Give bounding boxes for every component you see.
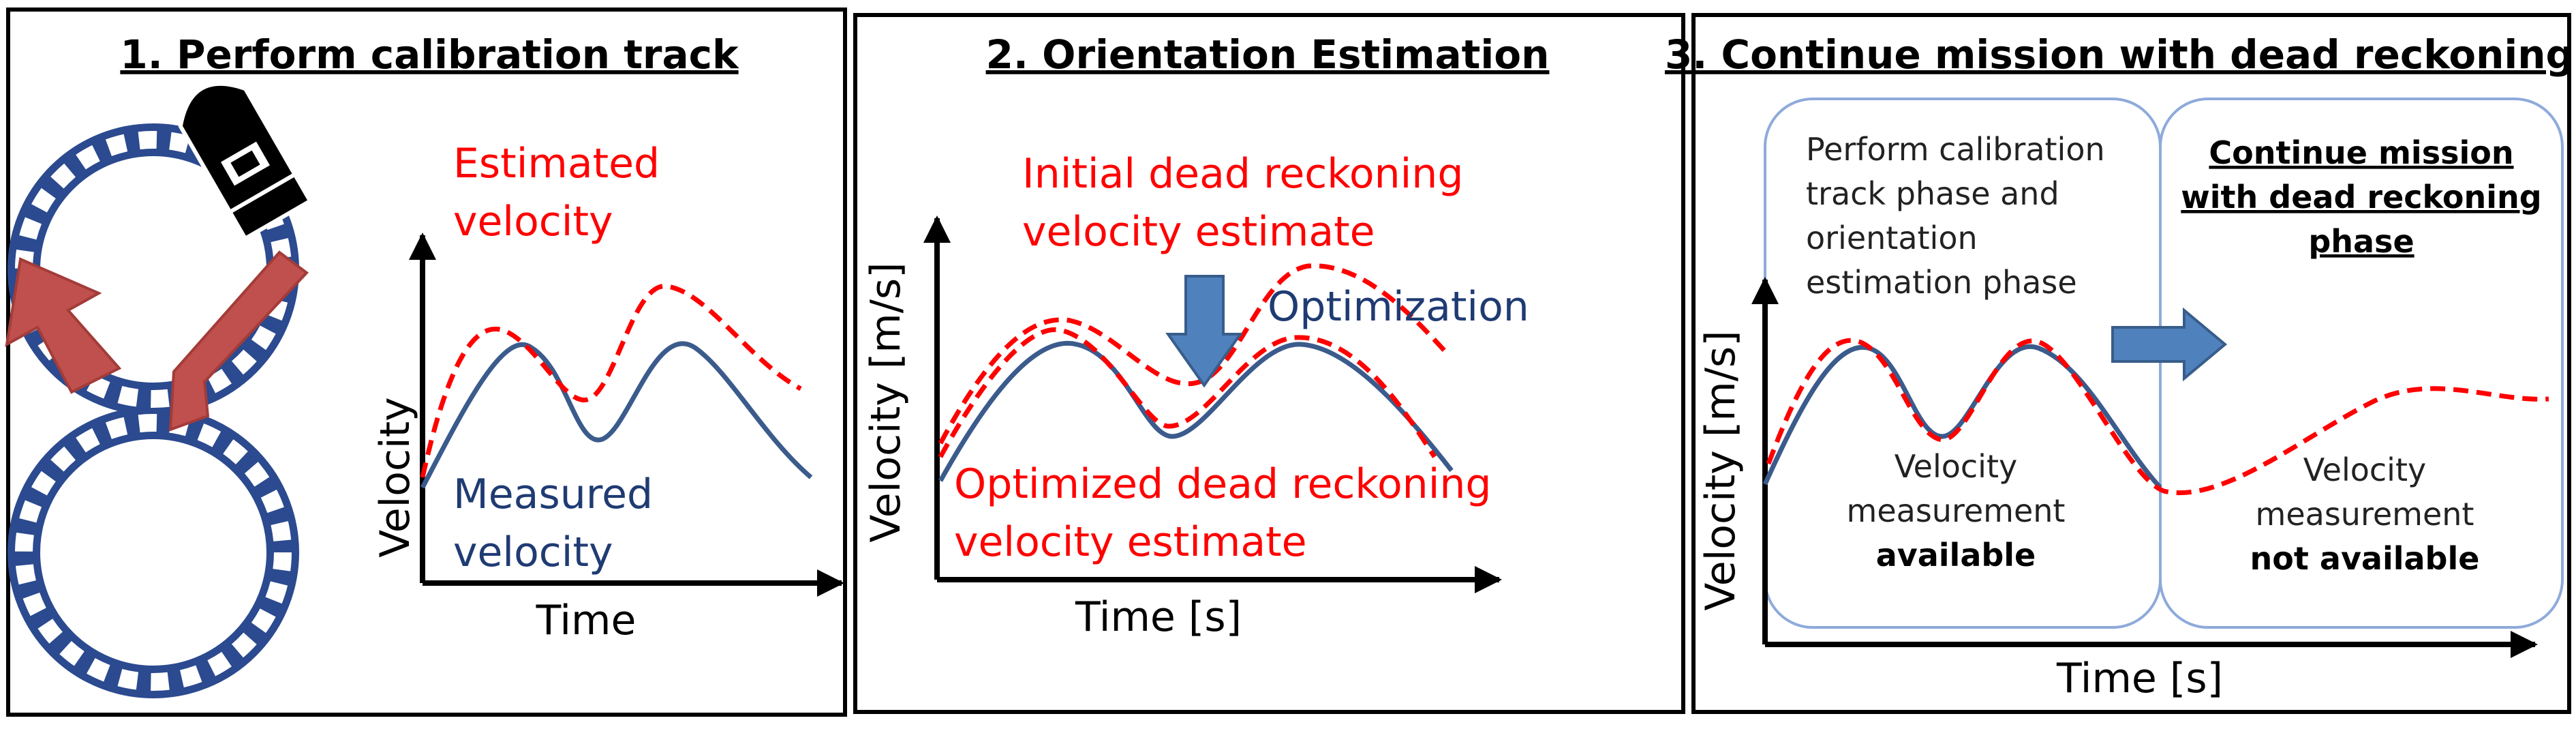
measured-velocity-label-2: velocity [453, 529, 613, 576]
panel-1-y-label: Velocity [371, 397, 419, 557]
optimization-label: Optimization [1268, 283, 1529, 331]
panel-1-title: 1. Perform calibration track [120, 31, 739, 78]
phase-1-label-3: orientation [1806, 220, 1978, 256]
panel-1-estimated-curve [420, 284, 802, 478]
panel-3-estimated-curve [1766, 338, 2549, 496]
panel-2-title: 2. Orientation Estimation [986, 31, 1550, 78]
initial-estimate-label-2: velocity estimate [1022, 208, 1375, 256]
panel-1-measured-curve [420, 341, 813, 489]
panel-2-optimized-estimate-curve [938, 327, 1437, 458]
panel-2-x-label: Time [s] [1075, 593, 1242, 641]
panel-2-measured-curve [938, 340, 1454, 482]
dead-reckoning-phase-bracket [2159, 98, 2564, 629]
panel-1-border [6, 8, 847, 717]
panel-3-y-label: Velocity [m/s] [1697, 330, 1745, 610]
right-arrow-icon [2111, 307, 2228, 382]
panel-2-initial-estimate-curve [938, 263, 1450, 445]
measurement-not-available-label-3: not available [2250, 540, 2480, 577]
optimized-estimate-label-2: velocity estimate [954, 518, 1307, 566]
panel-2: 2. Orientation Estimation Initial dead r… [862, 31, 1549, 641]
optimized-estimate-label: Optimized dead reckoning [954, 460, 1492, 508]
direction-arrow-icon [5, 250, 309, 432]
measurement-not-available-label-2: measurement [2256, 496, 2474, 533]
panel-3-border [1691, 13, 2571, 714]
measurement-available-label: Velocity [1895, 448, 2017, 485]
measured-velocity-label: Measured [453, 471, 653, 518]
initial-estimate-label: Initial dead reckoning [1022, 150, 1463, 198]
panel-3-x-label: Time [s] [2056, 655, 2223, 702]
estimated-velocity-label-2: velocity [453, 198, 613, 246]
phase-2-label-3: phase [2308, 223, 2414, 260]
vehicle-icon [178, 81, 313, 241]
phase-2-label-2: with dead reckoning [2181, 179, 2541, 215]
phase-1-label-4: estimation phase [1806, 264, 2077, 301]
measurement-not-available-label: Velocity [2303, 451, 2426, 488]
measurement-available-label-2: measurement [1847, 492, 2066, 529]
panel-2-border [853, 13, 1685, 714]
panel-3: 3. Continue mission with dead reckoning … [1665, 31, 2574, 702]
phase-1-label-2: track phase and [1806, 175, 2059, 212]
estimated-velocity-label: Estimated [453, 140, 660, 188]
phase-2-label: Continue mission [2209, 134, 2513, 171]
panel-1-x-label: Time [536, 597, 637, 644]
measurement-available-label-3: available [1876, 537, 2036, 574]
panel-1: 1. Perform calibration track [5, 31, 844, 698]
phase-1-label: Perform calibration [1806, 131, 2105, 168]
panel-3-title: 3. Continue mission with dead reckoning [1665, 31, 2574, 78]
down-arrow-icon [1165, 275, 1243, 388]
panel-2-y-label: Velocity [m/s] [862, 262, 910, 542]
